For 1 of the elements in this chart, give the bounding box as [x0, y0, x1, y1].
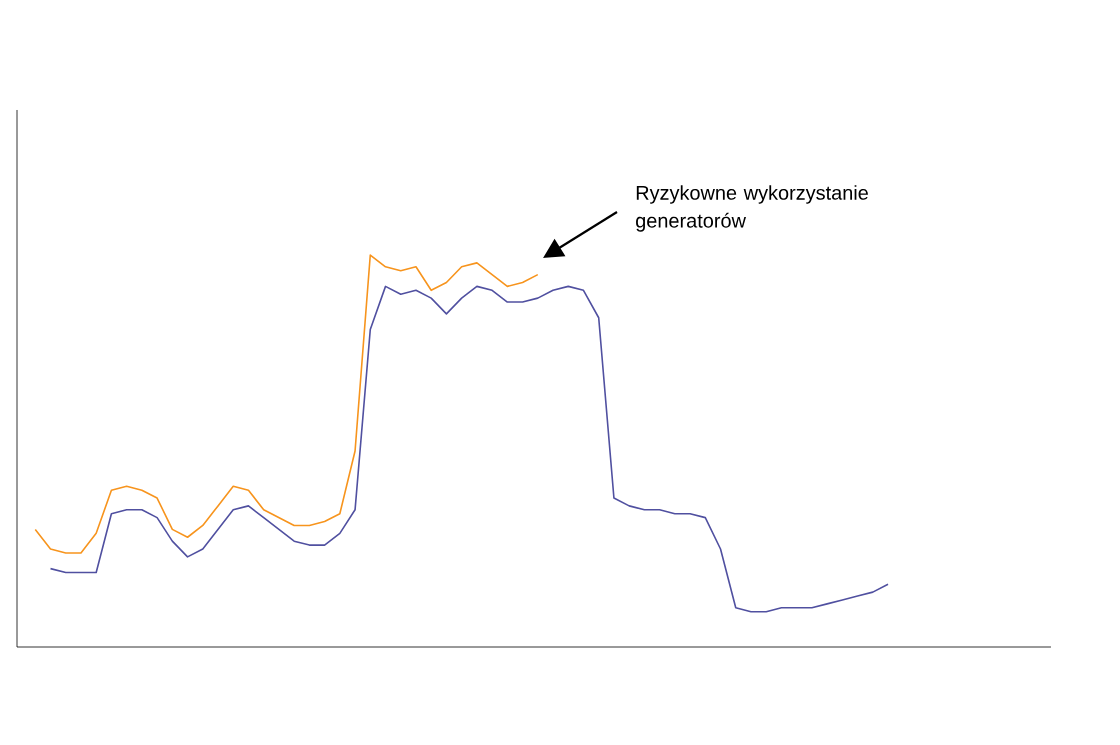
- text: Ryzykowne wykorzystanie generatorów: [636, 185, 868, 232]
